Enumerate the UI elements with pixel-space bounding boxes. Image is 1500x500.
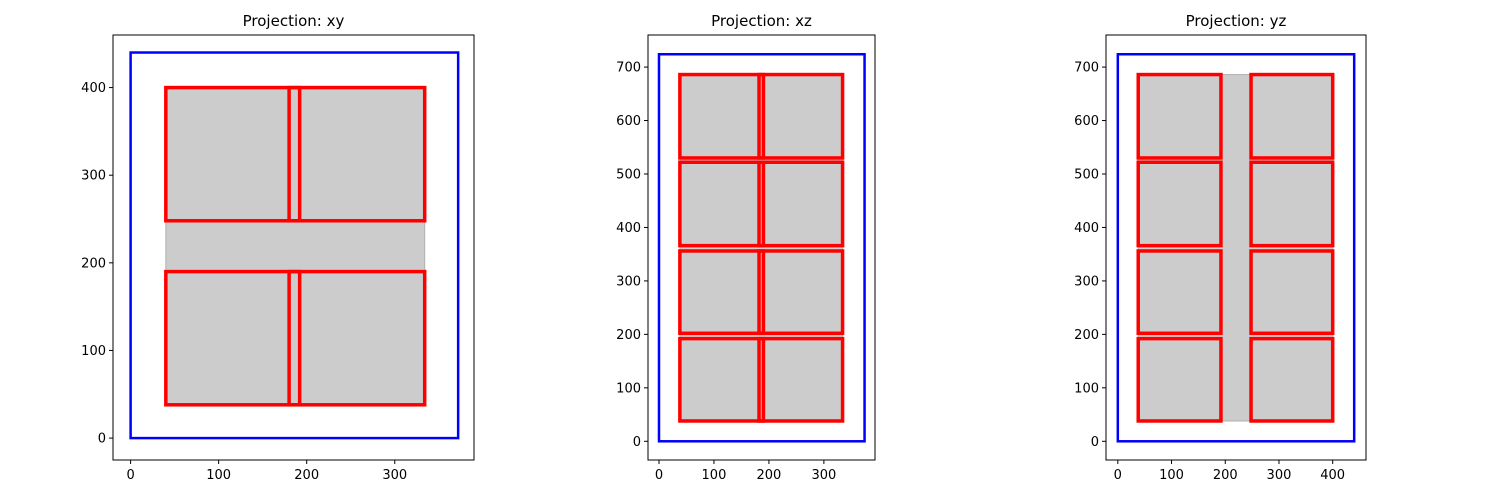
axes-frame (647, 34, 876, 461)
y-tick-label: 200 (81, 256, 106, 271)
y-tick-label: 200 (616, 328, 641, 343)
item-box (1136, 336, 1223, 423)
y-tick-label: 100 (1074, 381, 1099, 396)
item-box (1136, 72, 1223, 160)
item-box (1249, 72, 1335, 160)
item-box (757, 160, 845, 248)
container-outline (1116, 52, 1356, 443)
x-tick-label: 200 (757, 468, 782, 483)
x-tick-label: 0 (126, 468, 134, 483)
item-box (757, 249, 845, 336)
x-tick-label: 100 (206, 468, 231, 483)
filled-region (165, 87, 426, 406)
axes-frame (1105, 34, 1367, 461)
item-box (757, 72, 845, 160)
y-tick-label: 100 (616, 381, 641, 396)
item-box (757, 336, 845, 423)
panel-title: Projection: xy (243, 12, 345, 30)
axes-frame (112, 34, 475, 461)
x-tick-label: 300 (1267, 468, 1292, 483)
y-tick-label: 600 (1074, 114, 1099, 129)
x-tick-label: 100 (1159, 468, 1184, 483)
item-box (287, 85, 427, 223)
y-tick-label: 200 (1074, 328, 1099, 343)
y-tick-label: 0 (98, 432, 106, 447)
item-box (164, 269, 302, 407)
x-tick-label: 300 (382, 468, 407, 483)
container-outline (657, 52, 866, 443)
container-outline (129, 51, 460, 440)
panel-title: Projection: xz (711, 12, 812, 30)
y-tick-label: 0 (633, 435, 641, 450)
panel-title: Projection: yz (1186, 12, 1287, 30)
y-tick-label: 500 (616, 167, 641, 182)
panel-projection-xy: Projection: xy 0 100 200 300 0 100 200 300 400 (81, 12, 475, 483)
x-tick-label: 0 (655, 468, 663, 483)
item-box (1249, 249, 1335, 336)
item-box (1249, 336, 1335, 423)
item-box (287, 269, 427, 407)
x-tick-label: 200 (294, 468, 319, 483)
item-box (678, 336, 766, 423)
y-tick-label: 700 (616, 61, 641, 76)
x-tick-label: 0 (1114, 468, 1122, 483)
x-tick-label: 100 (702, 468, 727, 483)
y-tick-label: 400 (616, 221, 641, 236)
y-tick-label: 500 (1074, 167, 1099, 182)
filled-region (679, 74, 844, 422)
panel-projection-yz: Projection: yz 0 100 200 300 400 0 100 200 300 40… (1074, 12, 1367, 483)
x-tick-label: 200 (1213, 468, 1238, 483)
item-box (1249, 160, 1335, 248)
y-tick-label: 300 (81, 169, 106, 184)
y-tick-label: 600 (616, 114, 641, 129)
y-tick-label: 300 (616, 274, 641, 289)
item-box (164, 85, 302, 223)
filled-region (1137, 74, 1334, 422)
y-tick-label: 0 (1091, 435, 1099, 450)
y-tick-label: 700 (1074, 61, 1099, 76)
item-box (678, 160, 766, 248)
item-box (1136, 160, 1223, 248)
item-box (678, 72, 766, 160)
panel-projection-xz: Projection: xz 0 100 200 300 0 100 200 300 400 50… (616, 12, 876, 483)
y-tick-label: 400 (1074, 221, 1099, 236)
item-box (1136, 249, 1223, 336)
x-tick-label: 400 (1320, 468, 1345, 483)
y-tick-label: 100 (81, 344, 106, 359)
y-tick-label: 400 (81, 81, 106, 96)
item-box (678, 249, 766, 336)
x-tick-label: 300 (811, 468, 836, 483)
y-tick-label: 300 (1074, 274, 1099, 289)
